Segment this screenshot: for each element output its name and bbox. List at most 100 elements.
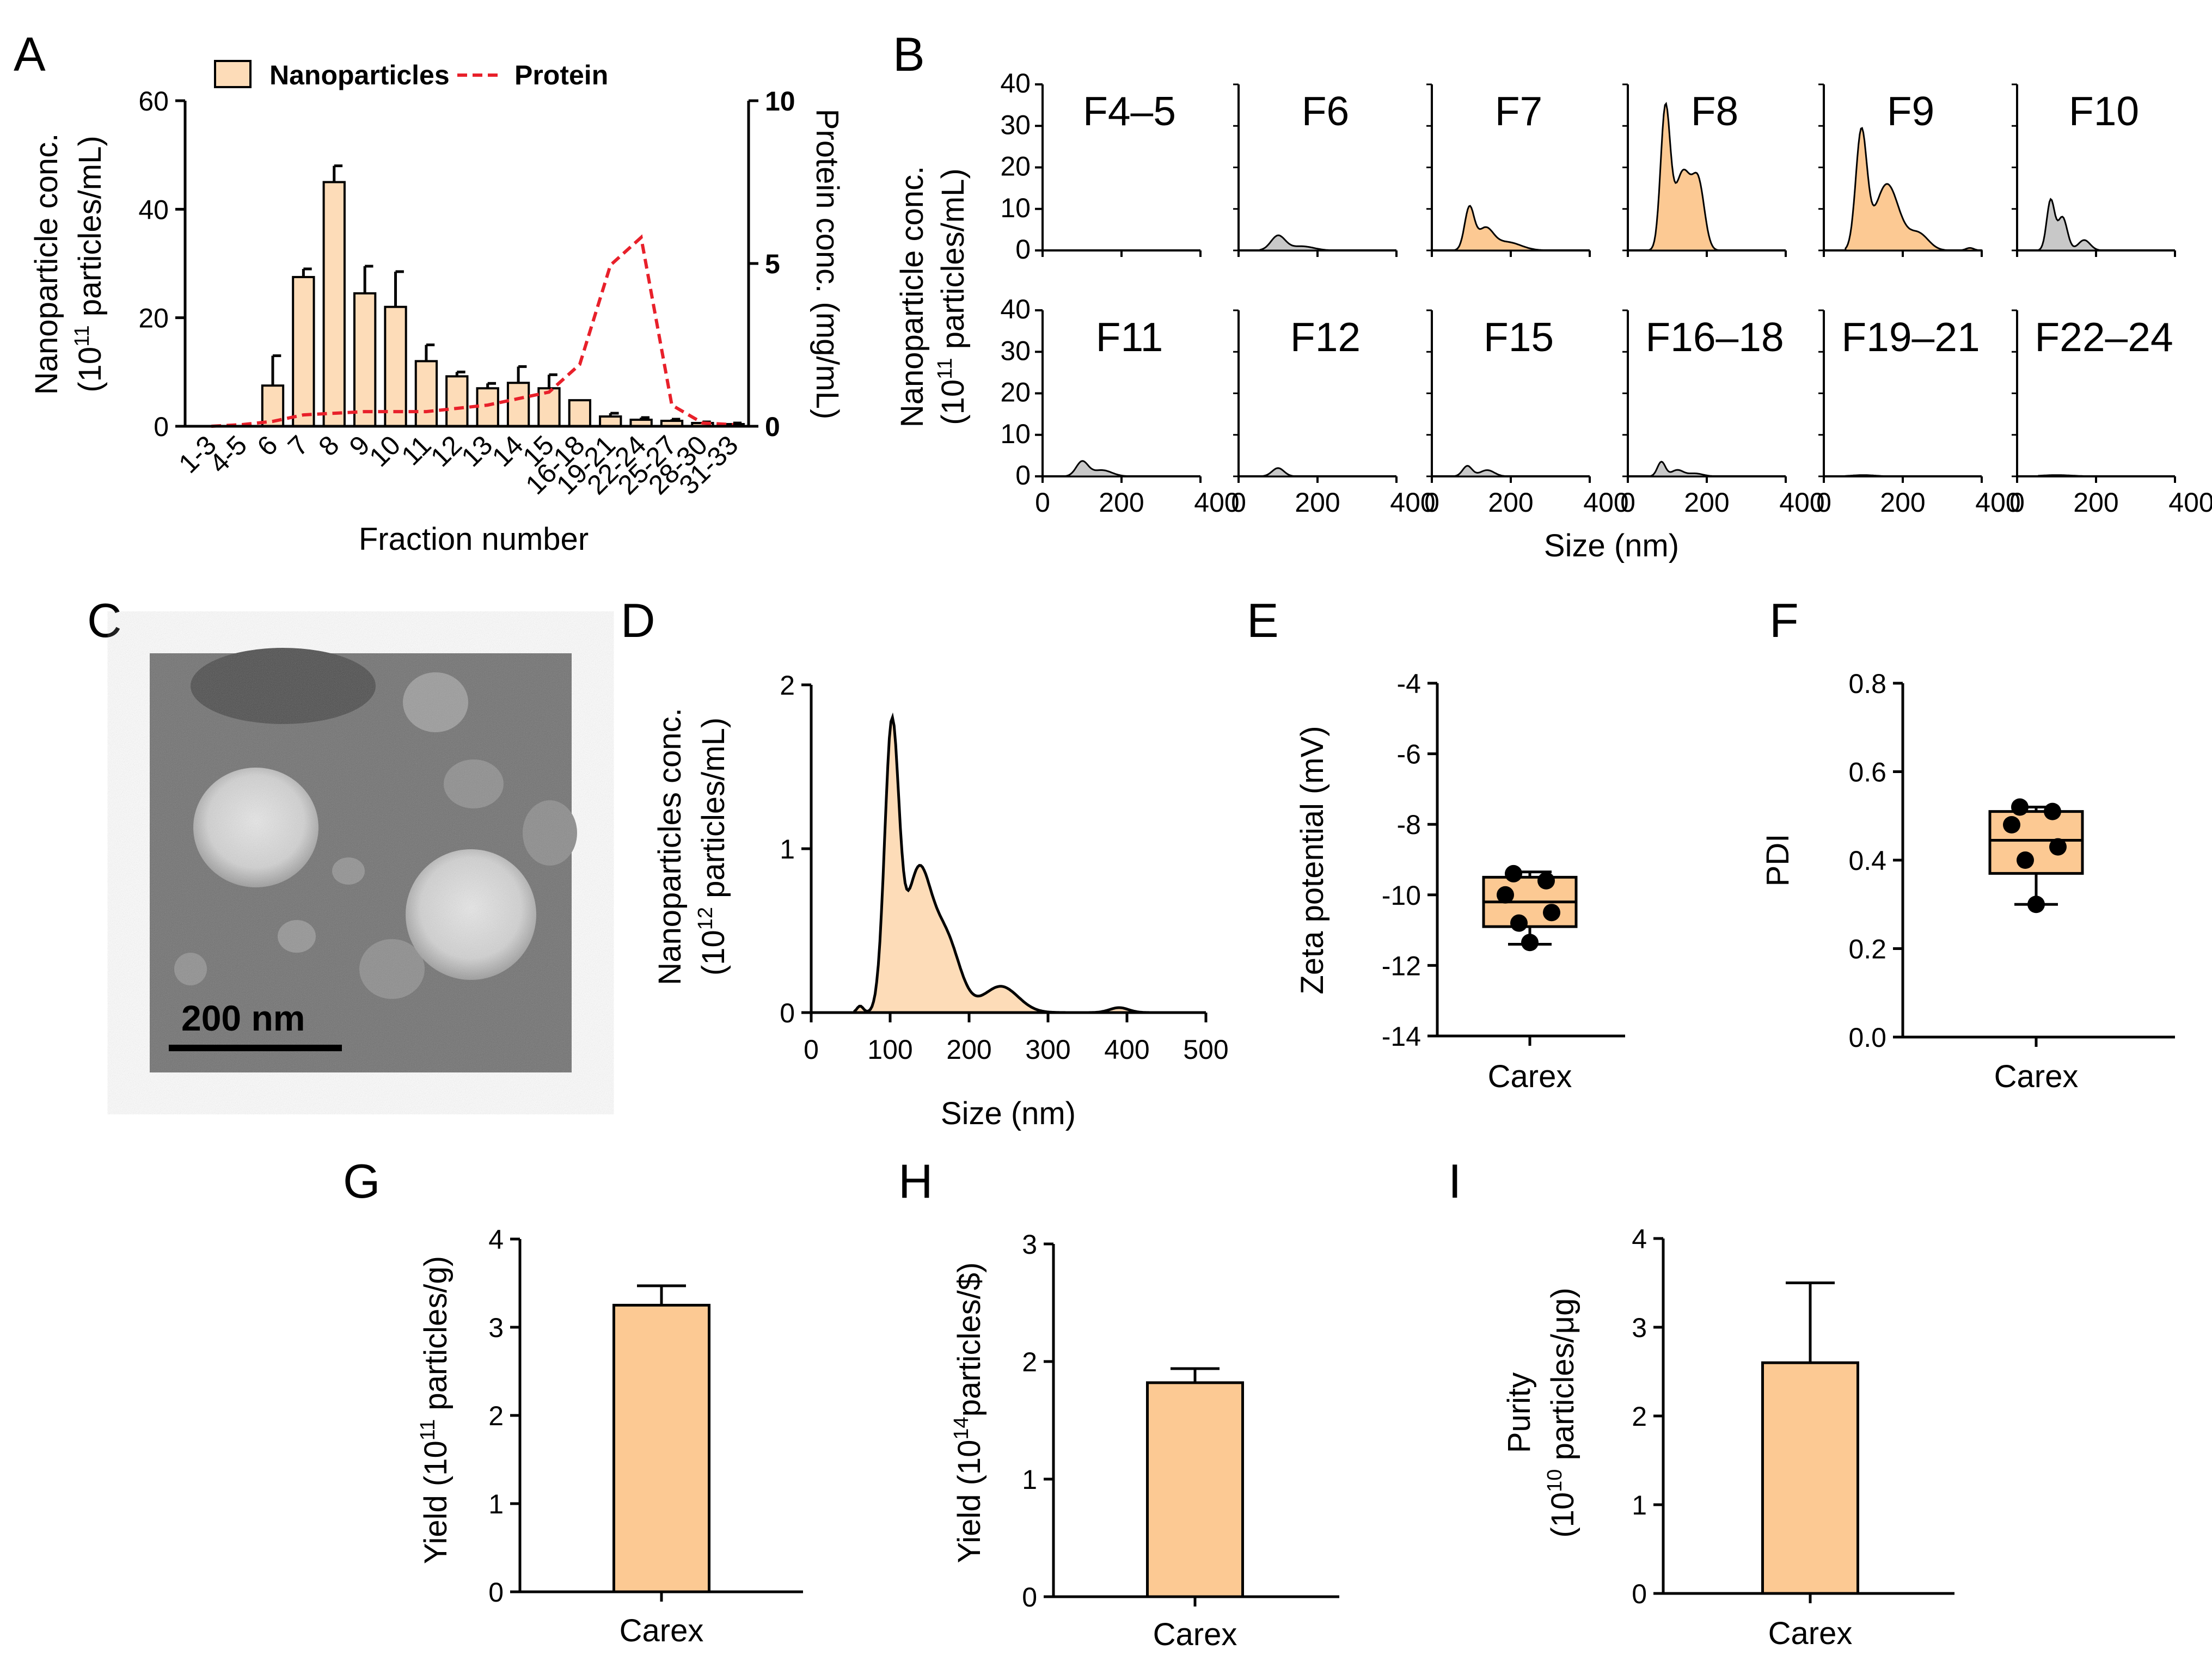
subplot-label: F11 <box>1096 314 1163 360</box>
subplot-label: F7 <box>1495 88 1543 134</box>
panel-h-chart: 0 1 2 3 Carex Yield (1014particles/$) <box>950 1229 1339 1652</box>
F-box-y-label: 0.0 <box>1848 1022 1886 1053</box>
a-y-label: 0 <box>154 412 169 442</box>
d-x-label: 0 <box>804 1034 819 1065</box>
subplot-label: F22–24 <box>2035 314 2173 360</box>
E-box-y-label: -8 <box>1397 810 1421 840</box>
bar <box>612 1304 710 1593</box>
G-bars-y-label: 0 <box>488 1577 504 1608</box>
d-x-label: 300 <box>1025 1034 1070 1065</box>
panel-f-category: Carex <box>1994 1059 2079 1094</box>
panel-e-ticks: -14 -12 -10 -8 -6 -4 <box>1382 669 1531 1052</box>
H-bars-y-label: 0 <box>1022 1582 1037 1612</box>
data-point <box>2044 802 2061 820</box>
b-x-label: 0 <box>1231 487 1246 518</box>
panel-g-bars <box>612 1284 710 1593</box>
distribution-curve <box>1845 474 1982 477</box>
b-y-label: 10 <box>1000 419 1031 449</box>
data-point <box>2003 816 2020 833</box>
I-bars-y-label: 2 <box>1632 1401 1647 1432</box>
F-box-y-label: 0.4 <box>1848 845 1886 876</box>
subplot-label: F8 <box>1691 88 1739 134</box>
E-box-y-label: -6 <box>1397 739 1421 770</box>
subplot-F22–24: 0 200 400 F22–24 <box>2009 309 2212 518</box>
panel-g-ticks: 0 1 2 3 4 <box>488 1224 663 1608</box>
data-point <box>1497 886 1514 904</box>
panel-a-ylabel-line2: (1011 particles/mL) <box>71 136 108 392</box>
b-y-label: 20 <box>1000 151 1031 182</box>
subplot-label: F10 <box>2069 88 2139 134</box>
I-bars-y-label: 1 <box>1632 1490 1647 1520</box>
b-x-label: 200 <box>2073 487 2118 518</box>
panel-a-bars <box>261 164 745 428</box>
protein-line <box>211 234 733 428</box>
F-box-y-label: 0.8 <box>1848 669 1886 699</box>
bar <box>1761 1361 1859 1595</box>
b-x-label: 0 <box>1424 487 1439 518</box>
panel-letter-c: C <box>87 593 122 647</box>
panel-h-ticks: 0 1 2 3 <box>1022 1229 1197 1612</box>
a-y-label: 60 <box>138 86 169 117</box>
nanoparticle-bar <box>599 415 622 427</box>
subplot-label: F15 <box>1484 314 1554 360</box>
zeta-boxplot <box>1482 864 1578 952</box>
panel-a-y-ticks: 0 20 40 60 <box>138 86 185 442</box>
panel-i-chart: 0 1 2 3 4 Carex Purity (1010 particles/μg) <box>1502 1224 1954 1651</box>
d-x-label: 500 <box>1183 1034 1228 1065</box>
data-point <box>2027 896 2045 913</box>
H-bars-y-label: 2 <box>1022 1347 1037 1377</box>
panel-a-y2-ticks: 0 5 10 <box>749 86 795 442</box>
nanoparticle-bar <box>445 375 469 427</box>
a-y-label: 20 <box>138 303 169 334</box>
size-distribution-curve <box>853 712 1174 1014</box>
subplot-F8: F8 <box>1622 83 1787 257</box>
data-point <box>1510 914 1528 932</box>
distribution-curve <box>1649 101 1786 252</box>
I-bars-y-label: 4 <box>1632 1224 1647 1254</box>
panel-a-x-ticks: 1-34-5678910111213141516-1819-2122-2425-… <box>173 430 744 500</box>
G-bars-y-label: 1 <box>488 1489 504 1519</box>
subplot-F10: F10 <box>2012 83 2176 257</box>
panel-letter-h: H <box>898 1154 933 1208</box>
panel-letter-b: B <box>893 27 925 81</box>
distribution-curve <box>1063 460 1200 477</box>
b-x-label: 200 <box>1295 487 1340 518</box>
panel-i-ylabel-line2: (1010 particles/μg) <box>1543 1287 1580 1537</box>
panel-letter-e: E <box>1247 593 1279 647</box>
panel-i-ylabel-line1: Purity <box>1502 1372 1537 1453</box>
subplot-label: F6 <box>1302 88 1350 134</box>
b-y-label: 20 <box>1000 377 1031 408</box>
a-y2-label: 5 <box>765 249 780 279</box>
panel-a-xlabel: Fraction number <box>359 522 589 557</box>
b-x-label: 400 <box>2168 487 2212 518</box>
b-x-label: 0 <box>1035 487 1050 518</box>
b-y-label: 0 <box>1015 460 1031 490</box>
data-point <box>1537 872 1555 890</box>
nanoparticle-bar <box>476 387 499 428</box>
distribution-curve <box>2038 198 2175 252</box>
b-y-label: 30 <box>1000 109 1031 140</box>
F-box-y-label: 0.2 <box>1848 934 1886 965</box>
panel-letter-i: I <box>1448 1154 1461 1208</box>
d-y-label: 1 <box>780 834 795 864</box>
distribution-curve <box>1453 465 1590 477</box>
panel-g-chart: 0 1 2 3 4 Carex Yield (1011 particles/g) <box>416 1224 803 1648</box>
G-bars-y-label: 3 <box>488 1313 504 1343</box>
data-point <box>1505 864 1522 882</box>
G-bars-y-label: 2 <box>488 1401 504 1431</box>
nanoparticle-bar <box>353 292 377 427</box>
I-bars-y-label: 0 <box>1632 1579 1647 1609</box>
legend-swatch-nanoparticles <box>214 60 252 88</box>
data-point <box>2017 851 2034 869</box>
panel-b-ylabel-line2: (1011 particles/mL) <box>934 168 971 425</box>
E-box-y-label: -12 <box>1382 951 1421 981</box>
a-y2-label: 10 <box>765 86 795 117</box>
panel-e-category: Carex <box>1488 1059 1572 1094</box>
data-point <box>1521 934 1539 952</box>
panel-b-xlabel: Size (nm) <box>1544 528 1679 563</box>
pdi-boxplot <box>1988 798 2084 913</box>
legend-label-nanoparticles: Nanoparticles <box>269 60 450 90</box>
panel-b-ylabel-line1: Nanoparticle conc. <box>894 166 930 427</box>
